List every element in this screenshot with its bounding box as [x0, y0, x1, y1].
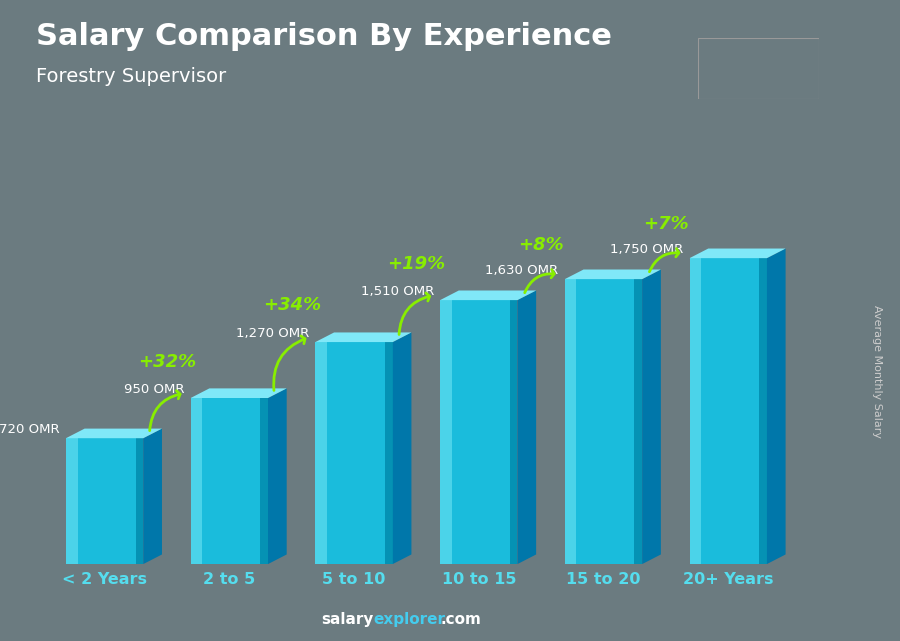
- Bar: [385, 342, 392, 564]
- Bar: [440, 300, 452, 564]
- Text: +32%: +32%: [138, 353, 196, 371]
- Polygon shape: [689, 249, 786, 258]
- Bar: [136, 438, 143, 564]
- Polygon shape: [518, 290, 536, 564]
- Polygon shape: [643, 269, 661, 564]
- Text: +34%: +34%: [263, 296, 320, 313]
- Text: salary: salary: [321, 612, 374, 627]
- Bar: [565, 279, 576, 564]
- Text: explorer: explorer: [374, 612, 446, 627]
- Text: 1,510 OMR: 1,510 OMR: [361, 285, 434, 298]
- Bar: [689, 258, 701, 564]
- Text: +19%: +19%: [387, 255, 446, 273]
- Text: 1,630 OMR: 1,630 OMR: [485, 264, 559, 278]
- Bar: [191, 398, 268, 564]
- Polygon shape: [440, 290, 536, 300]
- Polygon shape: [268, 388, 287, 564]
- Text: Salary Comparison By Experience: Salary Comparison By Experience: [36, 22, 612, 51]
- Bar: [315, 342, 327, 564]
- Polygon shape: [191, 388, 287, 398]
- Text: 1,750 OMR: 1,750 OMR: [610, 244, 683, 256]
- Bar: [66, 438, 143, 564]
- Bar: [260, 398, 268, 564]
- Bar: [634, 279, 643, 564]
- Bar: [315, 342, 392, 564]
- Polygon shape: [143, 429, 162, 564]
- Bar: [440, 300, 517, 564]
- Bar: [66, 438, 77, 564]
- Text: 950 OMR: 950 OMR: [124, 383, 184, 396]
- Text: 1,270 OMR: 1,270 OMR: [236, 328, 309, 340]
- Text: Forestry Supervisor: Forestry Supervisor: [36, 67, 226, 87]
- Polygon shape: [767, 249, 786, 564]
- Bar: [509, 300, 518, 564]
- Bar: [689, 258, 767, 564]
- Polygon shape: [66, 429, 162, 438]
- Bar: [191, 398, 202, 564]
- Text: +8%: +8%: [518, 237, 564, 254]
- Text: Average Monthly Salary: Average Monthly Salary: [872, 305, 883, 438]
- Text: +7%: +7%: [643, 215, 689, 233]
- Polygon shape: [392, 333, 411, 564]
- Bar: [760, 258, 767, 564]
- Polygon shape: [315, 333, 411, 342]
- Bar: [565, 279, 643, 564]
- Polygon shape: [565, 269, 661, 279]
- Text: 720 OMR: 720 OMR: [0, 424, 59, 437]
- Text: .com: .com: [441, 612, 482, 627]
